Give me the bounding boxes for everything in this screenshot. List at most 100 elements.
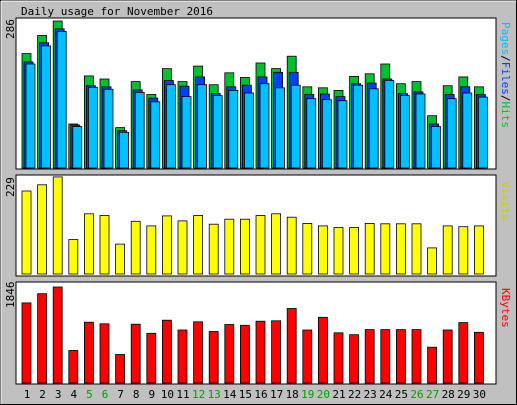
visits-bar <box>442 225 453 275</box>
kbytes-bar <box>68 350 79 384</box>
day-label: 28 <box>442 388 455 401</box>
day-label: 6 <box>102 388 109 401</box>
kbytes-bar <box>208 331 219 384</box>
kbytes-bar <box>349 334 360 384</box>
day-label: 9 <box>148 388 155 401</box>
pages-bar <box>446 98 457 169</box>
day-label: 7 <box>117 388 124 401</box>
day-label: 21 <box>332 388 345 401</box>
pages-bar <box>119 131 129 169</box>
pages-bar <box>275 87 286 169</box>
kbytes-bar <box>317 316 328 384</box>
pages-bar <box>41 45 51 169</box>
visits-bar <box>193 215 204 275</box>
pages-bar <box>353 84 364 169</box>
visits-bar <box>224 218 235 275</box>
pages-bar <box>477 96 488 169</box>
kbytes-bar <box>302 329 313 384</box>
visits-bar <box>380 223 391 275</box>
visits-bar <box>99 215 110 275</box>
visits-bar <box>271 213 282 275</box>
chart-title: Daily usage for November 2016 <box>21 5 213 18</box>
pages-bar <box>103 88 114 169</box>
kbytes-bar <box>99 323 110 384</box>
pages-bar <box>150 101 161 169</box>
day-label: 14 <box>223 388 237 401</box>
pages-bar <box>306 98 317 169</box>
visits-bar <box>177 220 188 275</box>
day-label: 22 <box>348 388 361 401</box>
pages-bar <box>399 95 410 169</box>
visits-bar <box>239 218 250 275</box>
visits-bar <box>349 227 360 275</box>
pages-bar <box>134 92 145 169</box>
kbytes-bar <box>130 323 141 384</box>
day-label: 15 <box>239 388 252 401</box>
day-label: 17 <box>270 388 283 401</box>
pages-bar <box>72 126 83 169</box>
visits-bar <box>255 215 266 275</box>
kbytes-bar <box>380 329 391 384</box>
day-label: 13 <box>208 388 221 401</box>
kbytes-bar <box>146 332 157 384</box>
visits-bar <box>68 239 79 275</box>
visits-bar <box>302 222 313 275</box>
kbytes-bar <box>115 354 125 384</box>
visits-bar <box>458 226 469 275</box>
visits-bar <box>161 215 172 275</box>
kbytes-bar <box>239 324 250 384</box>
ylabel-part: Pages <box>499 22 512 55</box>
kbytes-bar <box>271 320 282 384</box>
visits-bar <box>286 216 297 275</box>
pages-bar <box>25 63 36 169</box>
pages-bar <box>259 83 270 169</box>
day-label: 27 <box>426 388 439 401</box>
kbytes-bar <box>411 329 422 384</box>
visits-bar <box>411 223 422 275</box>
kbytes-bar <box>458 322 469 384</box>
ylabel-part: Files <box>499 62 512 95</box>
kbytes-bar <box>37 293 47 384</box>
pages-bar <box>384 80 395 169</box>
ylabel-pages-files-hits: Pages/Files/Hits <box>499 22 512 128</box>
day-label: 10 <box>161 388 174 401</box>
day-label: 4 <box>70 388 77 401</box>
max-label-hits: 286 <box>4 19 17 39</box>
pages-bar <box>337 100 348 169</box>
visits-bar <box>333 227 344 275</box>
day-label: 5 <box>86 388 93 401</box>
pages-bar <box>165 84 176 169</box>
pages-bar <box>368 88 379 169</box>
day-label: 23 <box>364 388 377 401</box>
kbytes-bar <box>333 332 344 384</box>
kbytes-bar <box>224 324 235 384</box>
bars-layer <box>21 20 488 384</box>
ylabel-kbytes: KBytes <box>499 288 512 328</box>
visits-bar <box>84 213 94 275</box>
kbytes-bar <box>427 346 438 384</box>
day-label: 19 <box>301 388 314 401</box>
kbytes-bar <box>286 308 297 384</box>
visits-bar <box>37 184 47 275</box>
day-label: 12 <box>192 388 205 401</box>
visits-bar <box>146 225 157 275</box>
ylabel-part: Hits <box>499 102 512 129</box>
pages-bar <box>212 95 223 169</box>
pages-bar <box>181 96 192 169</box>
pages-bar <box>290 84 301 169</box>
pages-bar <box>431 126 442 169</box>
kbytes-bar <box>395 329 406 384</box>
day-label: 20 <box>317 388 330 401</box>
day-label: 8 <box>133 388 140 401</box>
kbytes-bar <box>177 329 188 384</box>
visits-bar <box>115 243 125 275</box>
kbytes-bar <box>84 321 94 384</box>
day-label: 2 <box>39 388 46 401</box>
kbytes-bar <box>21 302 32 384</box>
kbytes-bar <box>255 320 266 384</box>
ylabel-part: / <box>499 95 512 102</box>
visits-bar <box>473 225 484 275</box>
day-label: 26 <box>410 388 423 401</box>
visits-bar <box>427 247 438 275</box>
